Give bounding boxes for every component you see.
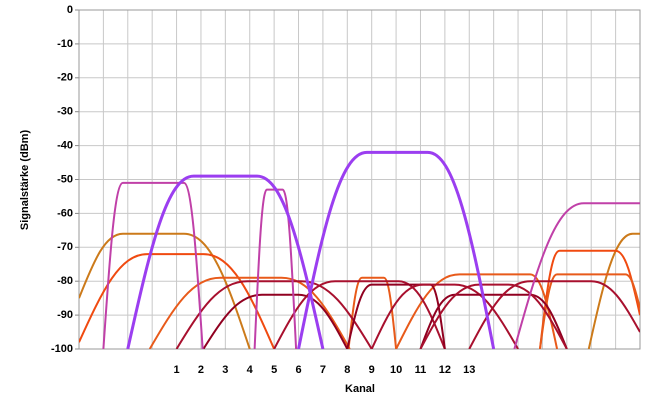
x-tick-label: 2 — [198, 364, 204, 376]
y-tick-label: -50 — [57, 173, 73, 185]
y-tick-label: -100 — [51, 343, 73, 355]
x-tick-label: 5 — [271, 364, 277, 376]
x-tick-label: 7 — [320, 364, 326, 376]
y-tick-label: -60 — [57, 207, 73, 219]
signal-curve — [539, 273, 640, 349]
x-tick-label: 6 — [295, 364, 301, 376]
y-tick-label: -70 — [57, 241, 73, 253]
signal-curve — [346, 283, 446, 349]
signal-curve — [513, 202, 640, 349]
x-tick-label: 11 — [415, 364, 427, 376]
signal-curve — [419, 293, 568, 349]
signal-curve — [273, 280, 446, 349]
signal-curve — [370, 283, 519, 349]
x-tick-label: 3 — [222, 364, 228, 376]
signal-curve — [587, 232, 640, 349]
x-tick-label: 13 — [463, 364, 475, 376]
y-tick-label: -10 — [57, 38, 73, 50]
x-tick-label: 8 — [344, 364, 350, 376]
x-tick-label: 9 — [369, 364, 375, 376]
signal-curve — [419, 283, 568, 349]
signal-curve — [126, 174, 325, 349]
plot-border — [78, 9, 641, 350]
signal-curve — [79, 232, 251, 349]
y-tick-label: -20 — [57, 72, 73, 84]
signal-curve — [148, 276, 351, 349]
x-tick-label: 4 — [247, 364, 254, 376]
signal-curve — [175, 280, 373, 349]
x-tick-label: 10 — [390, 364, 402, 376]
plot-area — [79, 150, 640, 349]
signal-curve — [539, 249, 640, 349]
signal-curve — [202, 293, 349, 349]
x-tick-label: 1 — [174, 364, 180, 376]
signal-curve — [297, 150, 496, 349]
x-axis-label: Kanal — [345, 383, 375, 395]
y-tick-label: 0 — [67, 4, 73, 16]
signal-curve — [347, 276, 398, 349]
y-tick-label: -90 — [57, 309, 73, 321]
y-tick-label: -30 — [57, 106, 73, 118]
signal-curve — [79, 253, 276, 349]
y-tick-label: -80 — [57, 275, 73, 287]
y-axis-label: Signalstärke (dBm) — [19, 130, 31, 231]
x-tick-label: 12 — [439, 364, 451, 376]
y-tick-label: -40 — [57, 140, 73, 152]
signal-curve — [102, 181, 204, 349]
